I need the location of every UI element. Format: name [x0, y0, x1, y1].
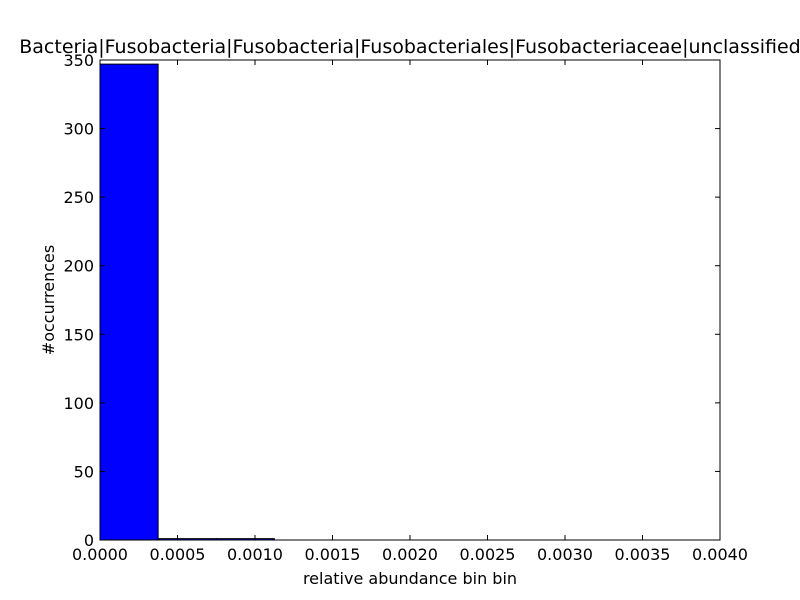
ticks-layer	[99, 59, 721, 541]
y-tick-label-2: 100	[63, 394, 94, 413]
bars-layer	[99, 63, 275, 541]
x-axis-title: relative abundance bin bin	[303, 569, 517, 588]
x-tick-label-0: 0.0000	[72, 545, 128, 564]
plot-frame	[99, 59, 721, 541]
x-tick-label-7: 0.0035	[615, 545, 671, 564]
y-tick-label-3: 150	[63, 325, 94, 344]
y-tick-label-6: 300	[63, 120, 94, 139]
y-axis-title: #occurrences	[39, 245, 58, 355]
x-tick-label-6: 0.0030	[537, 545, 593, 564]
histogram-bar-0	[99, 63, 159, 541]
tick-labels-layer: 0.0000 0.0005 0.0010 0.0015 0.0020 0.0025 0.00…	[63, 51, 748, 564]
x-tick-label-1: 0.0005	[150, 545, 206, 564]
x-tick-label-4: 0.0020	[382, 545, 438, 564]
x-tick-label-3: 0.0015	[305, 545, 361, 564]
chart-title: Bacteria|Fusobacteria|Fusobacteria|Fusob…	[19, 36, 800, 58]
x-tick-label-5: 0.0025	[460, 545, 516, 564]
y-tick-label-7: 350	[63, 51, 94, 70]
y-tick-label-0: 0	[84, 531, 94, 550]
y-tick-label-4: 200	[63, 257, 94, 276]
x-tick-label-2: 0.0010	[227, 545, 283, 564]
y-tick-label-1: 50	[74, 462, 94, 481]
y-tick-label-5: 250	[63, 188, 94, 207]
x-tick-label-8: 0.0040	[692, 545, 748, 564]
